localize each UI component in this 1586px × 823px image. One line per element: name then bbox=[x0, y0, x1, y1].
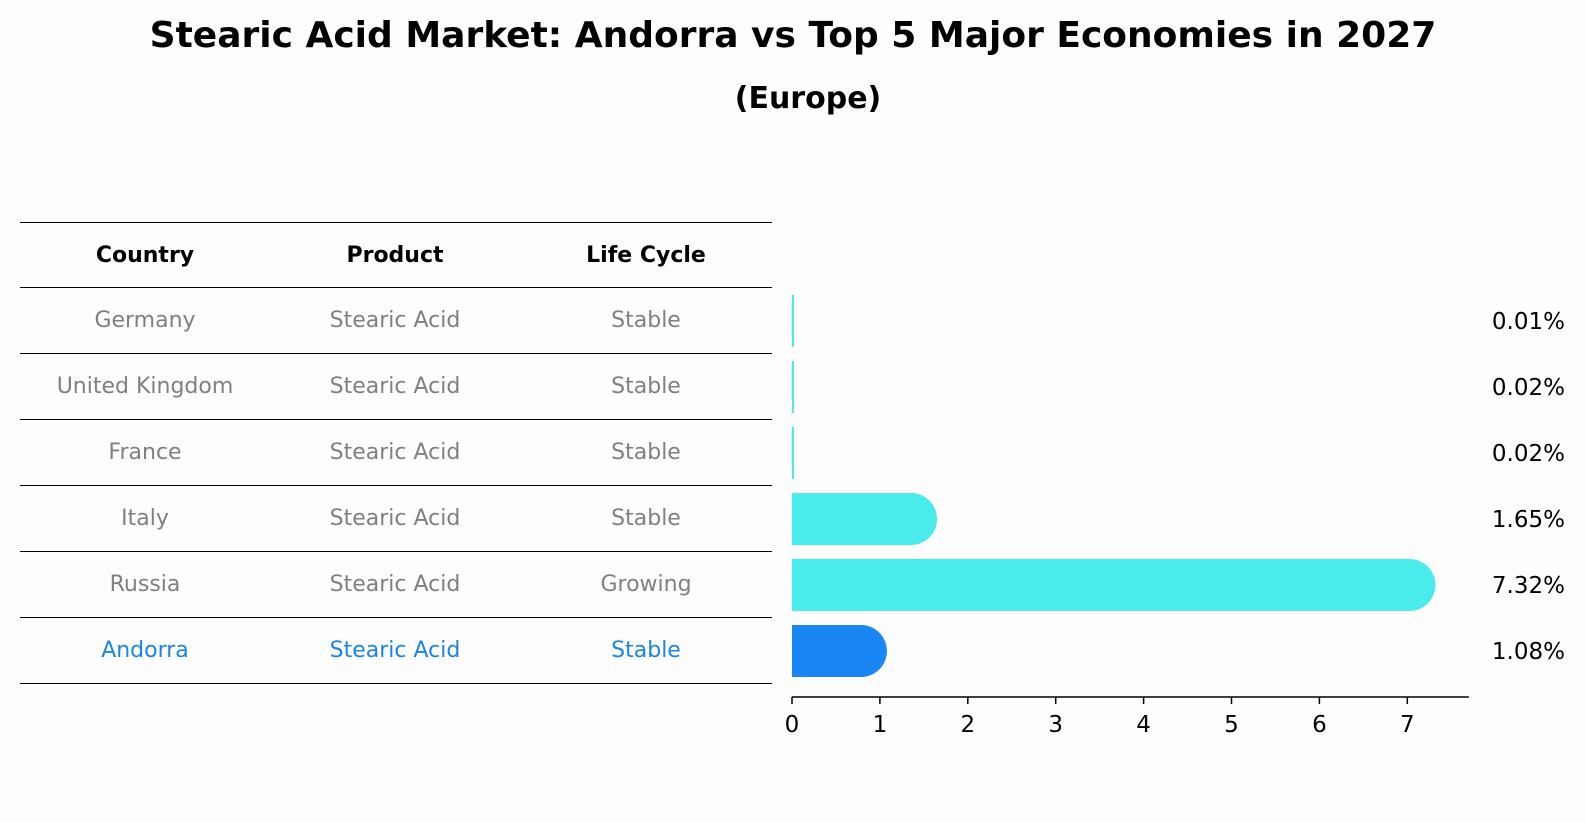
product-cell: Stearic Acid bbox=[329, 308, 461, 333]
x-tick-label: 0 bbox=[785, 712, 800, 738]
x-tick-label: 2 bbox=[960, 712, 975, 738]
x-tick-label: 1 bbox=[873, 712, 888, 738]
product-cell: Stearic Acid bbox=[329, 572, 461, 597]
data-label: 7.32% bbox=[1492, 573, 1565, 599]
bar bbox=[792, 427, 794, 479]
table-row: Russia Stearic Acid Growing bbox=[20, 552, 772, 618]
country-cell: Russia bbox=[109, 572, 181, 597]
life-cycle-cell: Stable bbox=[611, 506, 681, 531]
chart-title: Stearic Acid Market: Andorra vs Top 5 Ma… bbox=[149, 15, 1437, 56]
life-cycle-cell: Stable bbox=[611, 374, 681, 399]
x-tick-label: 6 bbox=[1312, 712, 1327, 738]
country-cell: France bbox=[108, 440, 182, 465]
header-product: Product bbox=[346, 242, 444, 268]
x-axis: 0 1 2 3 4 5 6 7 bbox=[785, 696, 1469, 738]
data-label: 0.02% bbox=[1492, 441, 1565, 467]
product-cell: Stearic Acid bbox=[329, 506, 461, 531]
table-row-highlighted: Andorra Stearic Acid Stable bbox=[20, 618, 772, 684]
life-cycle-cell: Stable bbox=[611, 440, 681, 465]
data-label: 1.08% bbox=[1492, 639, 1565, 665]
country-cell: Italy bbox=[121, 506, 169, 531]
data-label: 0.01% bbox=[1492, 309, 1565, 335]
life-cycle-cell: Stable bbox=[611, 638, 681, 663]
header-life-cycle: Life Cycle bbox=[586, 242, 706, 268]
x-tick-label: 3 bbox=[1048, 712, 1063, 738]
table-row: United Kingdom Stearic Acid Stable bbox=[20, 354, 772, 420]
x-tick-label: 4 bbox=[1136, 712, 1151, 738]
country-cell: United Kingdom bbox=[56, 374, 234, 399]
bar bbox=[792, 361, 794, 413]
data-labels-group: 0.01% 0.02% 0.02% 1.65% 7.32% 1.08% bbox=[1492, 309, 1565, 665]
data-table: Country Product Life Cycle Germany Stear… bbox=[20, 222, 772, 684]
life-cycle-cell: Stable bbox=[611, 308, 681, 333]
table-header-row: Country Product Life Cycle bbox=[20, 222, 772, 288]
header-country: Country bbox=[95, 242, 195, 268]
bar-highlighted bbox=[792, 625, 887, 677]
data-label: 0.02% bbox=[1492, 375, 1565, 401]
table-row: France Stearic Acid Stable bbox=[20, 420, 772, 486]
bar bbox=[792, 295, 794, 347]
table-row: Germany Stearic Acid Stable bbox=[20, 288, 772, 354]
x-tick-label: 7 bbox=[1400, 712, 1415, 738]
chart-subtitle: (Europe) bbox=[734, 81, 882, 116]
x-tick-label: 5 bbox=[1224, 712, 1239, 738]
bar bbox=[792, 559, 1436, 611]
data-label: 1.65% bbox=[1492, 507, 1565, 533]
life-cycle-cell: Growing bbox=[600, 572, 692, 597]
country-cell: Germany bbox=[94, 308, 196, 333]
product-cell: Stearic Acid bbox=[329, 374, 461, 399]
bar bbox=[792, 493, 938, 545]
table-row: Italy Stearic Acid Stable bbox=[20, 486, 772, 552]
product-cell: Stearic Acid bbox=[329, 638, 461, 663]
bars-group bbox=[792, 295, 1436, 677]
country-cell: Andorra bbox=[101, 638, 189, 663]
product-cell: Stearic Acid bbox=[329, 440, 461, 465]
